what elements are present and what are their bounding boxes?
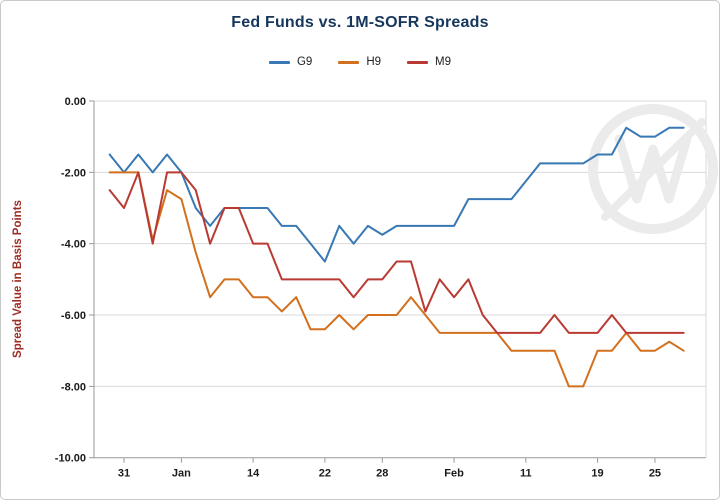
x-tick-label: 28 <box>376 468 388 480</box>
legend-label-g9: G9 <box>296 56 313 68</box>
x-tick-label: 31 <box>118 468 130 480</box>
legend-item-g9: G9 <box>268 56 313 68</box>
axis-ticks-and-labels: 0.00 -2.00 -4.00 -6.00 -8.00 -10.00 31 Jan 14 22 2… <box>55 96 661 480</box>
y-axis-title: Spread Value in Basis Points <box>12 200 24 358</box>
x-tick-label: Feb <box>444 468 464 480</box>
y-tick-label: -8.00 <box>61 381 86 393</box>
x-tick-label: 11 <box>520 468 532 480</box>
y-tick-label: -2.00 <box>61 167 86 179</box>
series-line-g9 <box>108 126 685 263</box>
x-tick-label: 14 <box>247 468 260 480</box>
series-line-m9 <box>108 171 685 334</box>
x-tick-label: Jan <box>172 468 191 480</box>
legend-label-h9: H9 <box>366 56 382 68</box>
y-tick-label: -10.00 <box>55 453 86 465</box>
series-line-h9 <box>108 171 685 388</box>
x-tick-label: 19 <box>591 468 603 480</box>
legend-swatch-g9 <box>268 60 290 64</box>
series-lines <box>108 126 685 388</box>
legend: G9 H9 M9 <box>1 56 719 68</box>
legend-item-m9: M9 <box>407 56 451 68</box>
legend-label-m9: M9 <box>435 56 452 68</box>
watermark-circle <box>588 104 718 234</box>
gridlines <box>94 100 707 459</box>
wq-logo-watermark <box>588 104 718 234</box>
x-tick-label: 22 <box>319 468 331 480</box>
y-tick-label: 0.00 <box>65 96 86 108</box>
legend-swatch-m9 <box>407 60 429 64</box>
watermark-swoosh <box>601 118 706 221</box>
chart-title: Fed Funds vs. 1M-SOFR Spreads <box>231 14 489 31</box>
y-tick-label: -4.00 <box>61 239 86 251</box>
y-tick-label: -6.00 <box>61 310 86 322</box>
legend-item-h9: H9 <box>338 56 381 68</box>
watermark-w-glyph <box>614 134 692 204</box>
x-tick-label: 25 <box>649 468 661 480</box>
legend-swatch-h9 <box>338 60 360 64</box>
